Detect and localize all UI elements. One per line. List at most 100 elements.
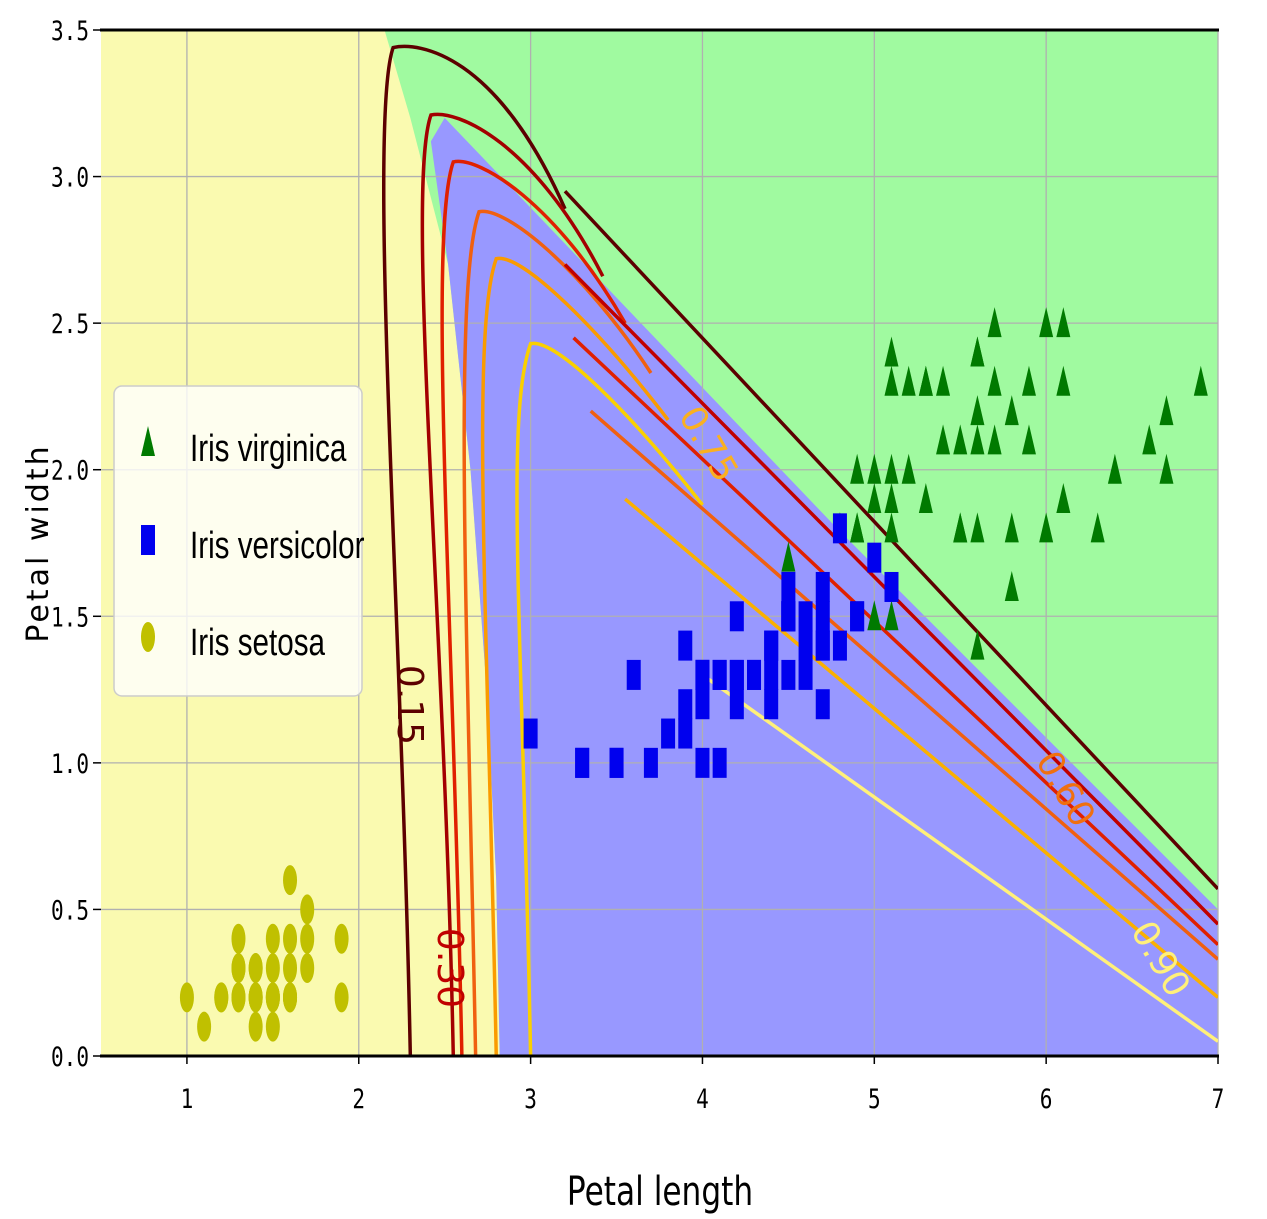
point-iris-setosa [231,953,246,984]
point-iris-setosa [265,923,280,954]
contour-curve [381,44,567,1056]
point-iris-setosa [283,923,298,954]
point-iris-versicolor [695,747,710,778]
point-iris-virginica [987,424,1002,455]
contour-curve [420,112,605,1056]
y-tick-label: 0.0 [51,1041,89,1072]
point-iris-virginica [970,512,985,543]
point-iris-versicolor [712,747,727,778]
legend: Iris virginica Iris versicolor Iris seto… [113,385,365,697]
point-iris-virginica [1107,453,1122,484]
legend-marker-iris-setosa [141,622,155,652]
point-iris-virginica [970,336,985,367]
contour-line [624,497,1218,999]
point-iris-virginica [918,483,933,514]
point-iris-setosa [300,894,315,925]
contour-curve [515,341,704,1056]
point-iris-virginica [1159,395,1174,426]
point-iris-virginica [1159,453,1174,484]
point-iris-virginica [884,453,899,484]
point-iris-setosa [283,953,298,984]
point-iris-versicolor [781,571,796,602]
contour-curve [440,159,627,1056]
point-iris-versicolor [798,630,813,661]
point-iris-virginica [936,424,951,455]
contour-line [572,336,1218,946]
point-iris-versicolor [729,689,744,720]
y-axis-label: Petal width [21,443,56,642]
point-iris-virginica [867,600,882,631]
point-iris-virginica [1004,395,1019,426]
point-iris-versicolor [884,571,899,602]
point-iris-virginica [970,395,985,426]
point-iris-setosa [248,982,263,1013]
point-iris-virginica [1193,365,1208,396]
y-tick-label: 3.0 [51,162,89,193]
legend-box [113,385,363,697]
point-iris-versicolor [867,542,882,573]
point-iris-setosa [283,982,298,1013]
point-iris-virginica [884,600,899,631]
point-iris-virginica [850,512,865,543]
point-iris-setosa [248,1011,263,1042]
point-iris-setosa [334,982,349,1013]
contour-line [701,673,1218,1043]
point-iris-virginica [884,512,899,543]
point-iris-virginica [987,365,1002,396]
point-iris-versicolor [523,718,538,749]
point-iris-versicolor [815,601,830,632]
legend-label-iris-versicolor: Iris versicolor [190,525,365,567]
point-iris-virginica [867,453,882,484]
point-iris-versicolor [678,630,693,661]
legend-label-iris-virginica: Iris virginica [190,428,346,470]
y-tick-label: 0.5 [51,895,89,926]
data-points [179,307,1208,1042]
point-iris-virginica [953,424,968,455]
contour-label-0-15: 0.15 [389,665,430,745]
point-iris-versicolor [764,659,779,690]
point-iris-setosa [265,982,280,1013]
point-iris-versicolor [609,747,624,778]
y-tick-label: 2.0 [51,455,89,486]
point-iris-versicolor [695,659,710,690]
point-iris-versicolor [643,747,658,778]
legend-marker-iris-versicolor [141,525,155,555]
point-iris-versicolor [729,601,744,632]
x-tick-label: 4 [696,1083,709,1114]
point-iris-versicolor [781,659,796,690]
point-iris-setosa [300,923,315,954]
y-tick-label: 3.5 [51,15,89,46]
plot-frame [100,28,1219,1058]
point-iris-virginica [936,365,951,396]
point-iris-virginica [901,453,916,484]
point-iris-virginica [884,336,899,367]
point-iris-versicolor [764,689,779,720]
x-tick-label: 1 [181,1083,194,1114]
point-iris-versicolor [678,689,693,720]
point-iris-virginica [1004,512,1019,543]
point-iris-virginica [1021,424,1036,455]
contour-curve [480,256,670,1056]
point-iris-virginica [1056,365,1071,396]
x-axis-label: Petal length [567,1169,753,1215]
point-iris-versicolor [729,659,744,690]
point-iris-virginica [953,512,968,543]
point-iris-virginica [781,541,796,572]
point-iris-versicolor [575,747,590,778]
point-iris-virginica [970,629,985,660]
x-tick-label: 2 [352,1083,365,1114]
legend-label-iris-setosa: Iris setosa [190,622,325,664]
point-iris-setosa [265,1011,280,1042]
point-iris-versicolor [832,513,847,544]
x-tick-label: 3 [524,1083,537,1114]
point-iris-versicolor [815,571,830,602]
point-iris-virginica [1004,570,1019,601]
point-iris-setosa [300,953,315,984]
contour-line [589,409,1218,961]
point-iris-versicolor [747,659,762,690]
x-tick-label: 7 [1212,1083,1225,1114]
point-iris-setosa [283,865,298,896]
point-iris-versicolor [798,601,813,632]
point-iris-setosa [231,982,246,1013]
